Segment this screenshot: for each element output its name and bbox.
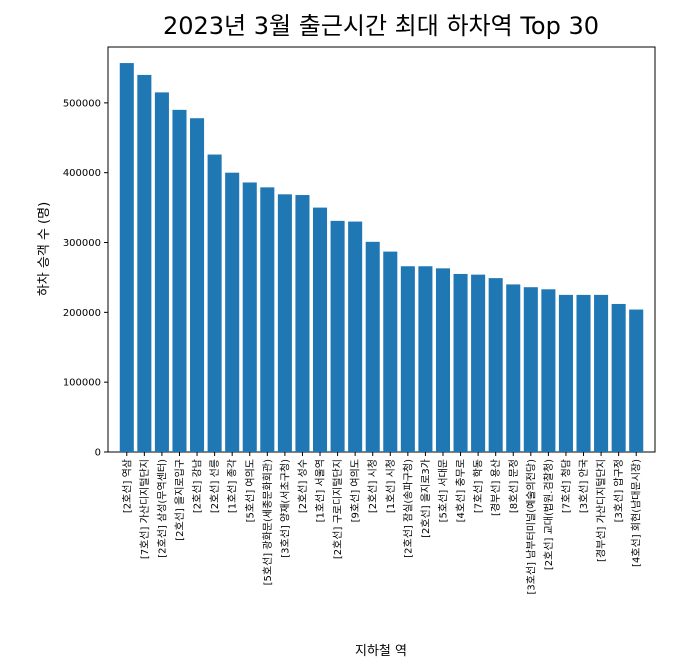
x-tick-label: [7호선] 가산디지털단지 [139, 459, 151, 559]
y-tick-label: 500000 [63, 98, 101, 109]
bar [453, 273, 468, 452]
x-tick-label: [2호선] 잠실(송파구청) [402, 459, 414, 558]
bar [242, 182, 257, 452]
x-tick-label: [2호선] 선릉 [209, 459, 221, 513]
bar [629, 309, 644, 452]
bar [611, 303, 626, 452]
x-tick-label: [2호선] 시청 [367, 459, 379, 513]
bar [435, 268, 451, 452]
x-tick-label: [2호선] 역삼 [121, 459, 133, 513]
bar [348, 221, 363, 452]
bar [400, 266, 415, 452]
bar [137, 74, 152, 453]
bar [225, 172, 240, 453]
plot-frame [107, 46, 656, 453]
y-axis-ticks: 0 100000 200000 300000 400000 500000 [63, 98, 108, 459]
bar [119, 63, 134, 453]
x-tick-label: [1호선] 서울역 [315, 459, 327, 522]
y-tick-label: 100000 [63, 378, 101, 389]
x-tick-label: [4호선] 충무로 [455, 459, 467, 522]
x-axis-ticks: [2호선] 역삼 [7호선] 가산디지털단지 [2호선] 삼성(무역센터) [2호선]… [121, 452, 643, 595]
bar [365, 241, 380, 452]
x-tick-label: [7호선] 학동 [473, 459, 485, 513]
x-tick-label: [5호선] 광화문(세종문화회관) [262, 459, 274, 585]
bar [541, 289, 556, 452]
bar [558, 294, 573, 452]
x-tick-label: [경부선] 용산 [489, 459, 502, 516]
x-tick-label: [3호선] 압구정 [612, 459, 625, 522]
x-tick-label: [1호선] 종각 [227, 459, 239, 513]
bar [594, 294, 609, 452]
bars-group [119, 63, 644, 453]
x-tick-label: [5호선] 여의도 [244, 459, 256, 522]
bar [207, 154, 222, 452]
y-tick-label: 0 [95, 448, 101, 459]
bar [190, 118, 205, 453]
x-tick-label: [경부선] 가산디지털단지 [595, 459, 608, 562]
x-tick-label: [2호선] 구로디지털단지 [332, 459, 344, 559]
x-tick-label: [4호선] 회현(남대문시장) [631, 459, 643, 567]
bar [277, 194, 292, 452]
x-tick-label: [2호선] 을지로입구 [173, 459, 186, 541]
bar [576, 294, 591, 452]
x-tick-label: [2호선] 을지로3가 [420, 459, 432, 538]
x-tick-label: [3호선] 남부터미널(예술의전당) [525, 459, 537, 595]
bar [154, 92, 169, 452]
bar [295, 195, 310, 452]
x-tick-label: [1호선] 시청 [385, 459, 397, 513]
bar [383, 251, 398, 452]
x-tick-label: [2호선] 교대(법원.검찰청) [543, 459, 555, 570]
bar [330, 220, 345, 452]
x-tick-label: [5호선] 서대문 [437, 459, 449, 522]
x-tick-label: [7호선] 청담 [560, 459, 572, 513]
x-tick-label: [9호선] 여의도 [350, 459, 362, 522]
y-tick-label: 300000 [63, 238, 101, 249]
plot-area: 0 100000 200000 300000 400000 500000 [2호선] 역삼… [63, 46, 656, 595]
x-tick-label: [2호선] 삼성(무역센터) [156, 459, 168, 558]
x-tick-label: [2호선] 성수 [297, 459, 309, 513]
y-axis-label: 하차 승객 수 (명) [37, 202, 52, 296]
x-tick-label: [2호선] 강남 [192, 459, 204, 513]
bar [506, 284, 521, 452]
bar [471, 274, 486, 452]
x-axis-label: 지하철 역 [355, 644, 407, 659]
y-tick-label: 400000 [63, 168, 101, 179]
bar [523, 287, 538, 452]
y-tick-label: 200000 [63, 308, 101, 319]
bar [260, 187, 275, 452]
bar [418, 266, 433, 452]
bar [488, 278, 503, 452]
x-tick-label: [8호선] 문정 [508, 459, 520, 513]
bar [172, 109, 187, 453]
x-tick-label: [3호선] 양재(서초구청) [279, 459, 291, 558]
chart-title: 2023년 3월 출근시간 최대 하차역 Top 30 [163, 12, 599, 40]
x-tick-label: [3호선] 안국 [578, 459, 590, 513]
bar [312, 207, 328, 452]
